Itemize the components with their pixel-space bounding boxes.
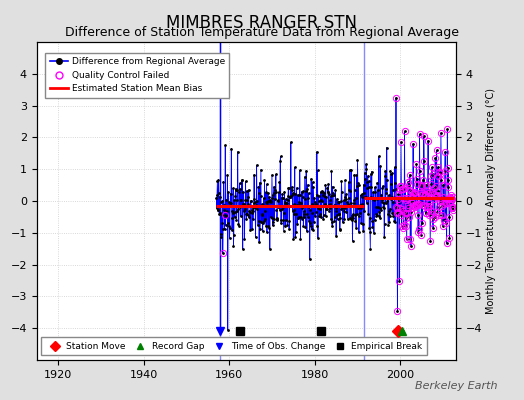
Y-axis label: Monthly Temperature Anomaly Difference (°C): Monthly Temperature Anomaly Difference (… [486,88,496,314]
Text: Berkeley Earth: Berkeley Earth [416,381,498,391]
Legend: Station Move, Record Gap, Time of Obs. Change, Empirical Break: Station Move, Record Gap, Time of Obs. C… [41,338,427,356]
Text: MIMBRES RANGER STN: MIMBRES RANGER STN [167,14,357,32]
Text: Difference of Station Temperature Data from Regional Average: Difference of Station Temperature Data f… [65,26,459,39]
